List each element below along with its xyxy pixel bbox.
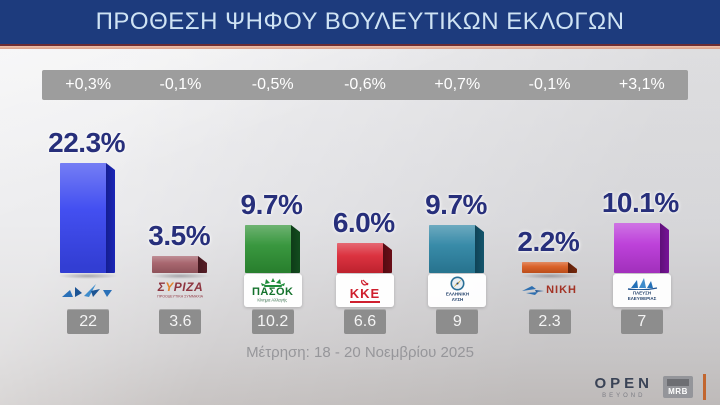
party-bar bbox=[152, 256, 208, 273]
orange-divider bbox=[703, 374, 706, 400]
party-column-nd: 22.3% 22 bbox=[42, 0, 134, 405]
syriza-logo: ΣΥΡΙΖΑ ΠΡΟΟΔΕΥΤΙΚΗ ΣΥΜΜΑΧΙΑ bbox=[144, 274, 216, 307]
measurement-date-text: Μέτρηση: 18 - 20 Νοεμβρίου 2025 bbox=[246, 344, 474, 361]
brand-block: OPEN BEYOND MRB bbox=[594, 373, 706, 401]
party-seats-box: 6.6 bbox=[343, 309, 386, 334]
bar-shadow bbox=[150, 273, 211, 279]
bar-front-face bbox=[336, 243, 383, 273]
bar-front-face bbox=[244, 225, 291, 273]
title-underline bbox=[0, 44, 720, 46]
niki-logo: ΝΙΚΗ bbox=[514, 274, 586, 307]
niki-logo-text: ΝΙΚΗ bbox=[546, 284, 577, 296]
bar-front-face bbox=[613, 223, 660, 273]
change-value: -0,1% bbox=[528, 76, 571, 93]
bar-side-face bbox=[198, 256, 208, 273]
open-logo-subtext: BEYOND bbox=[602, 392, 646, 399]
party-column-pasok: 9.7% ΠΑΣΟΚ Κίνημα Αλλαγής 10.2 bbox=[227, 0, 319, 405]
party-percent-label: 9.7% bbox=[240, 189, 303, 220]
open-tv-logo: OPEN BEYOND bbox=[594, 376, 653, 399]
pasok-logo-text: ΠΑΣΟΚ bbox=[251, 285, 294, 298]
bar-chart: 22.3% 22 3.5% bbox=[42, 0, 688, 405]
sailboat-icon bbox=[627, 277, 657, 290]
party-bar bbox=[613, 223, 669, 273]
bar-shadow bbox=[519, 273, 580, 279]
party-seats-box: 22 bbox=[67, 309, 110, 334]
bar-front-face bbox=[521, 262, 568, 273]
syriza-logo-subtext: ΠΡΟΟΔΕΥΤΙΚΗ ΣΥΜΜΑΧΙΑ bbox=[157, 295, 204, 299]
bar-side-face bbox=[106, 163, 116, 273]
party-percent-label: 10.1% bbox=[601, 187, 679, 218]
party-bar bbox=[429, 225, 485, 273]
elliniki-lysi-logo: ΕΛΛΗΝΙΚΗ ΛΥΣΗ bbox=[428, 274, 487, 307]
party-bar bbox=[244, 225, 300, 273]
party-percent-label: 9.7% bbox=[425, 189, 487, 220]
change-value: -0,6% bbox=[344, 76, 386, 93]
party-percent-label: 22.3% bbox=[48, 127, 126, 158]
wing-icon bbox=[522, 285, 545, 295]
bar-front-face bbox=[152, 256, 199, 273]
party-seats-box: 9 bbox=[436, 309, 479, 334]
bar-side-face bbox=[475, 225, 485, 273]
party-bar bbox=[60, 163, 116, 273]
party-column-elliniki-lysi: 9.7% ΕΛΛΗΝΙΚΗ ΛΥΣΗ 9 bbox=[411, 0, 503, 405]
mrb-logo-bar bbox=[667, 379, 689, 386]
bar-front-face bbox=[429, 225, 476, 273]
open-logo-text: OPEN bbox=[594, 374, 653, 392]
kke-logo-text: KKE bbox=[349, 285, 381, 303]
elliniki-lysi-logo-text: ΕΛΛΗΝΙΚΗ ΛΥΣΗ bbox=[445, 293, 469, 303]
hammer-sickle-icon bbox=[360, 279, 369, 285]
party-seats-box: 10.2 bbox=[251, 309, 294, 334]
bar-shadow bbox=[58, 273, 119, 279]
party-seats-box: 7 bbox=[620, 309, 663, 334]
pasok-logo-subtext: Κίνημα Αλλαγής bbox=[257, 298, 288, 303]
party-column-kke: 6.0% KKE 6.6 bbox=[319, 0, 411, 405]
change-value: -0,5% bbox=[251, 76, 294, 93]
party-bar bbox=[336, 243, 392, 273]
bar-side-face bbox=[290, 225, 300, 273]
title-accent-line bbox=[0, 46, 720, 49]
nd-logo bbox=[52, 274, 124, 307]
bar-side-face bbox=[382, 243, 392, 273]
party-percent-label: 6.0% bbox=[332, 207, 395, 238]
bar-side-face bbox=[659, 223, 669, 273]
change-band: +0,3% -0,1% -0,5% -0,6% +0,7% -0,1% +3,1… bbox=[42, 70, 688, 100]
title-bar: ΠΡΟΘΕΣΗ ΨΗΦΟΥ ΒΟΥΛΕΥΤΙΚΩΝ ΕΚΛΟΓΩΝ bbox=[0, 0, 720, 44]
kke-logo: KKE bbox=[335, 274, 394, 307]
page-title: ΠΡΟΘΕΣΗ ΨΗΦΟΥ ΒΟΥΛΕΥΤΙΚΩΝ ΕΚΛΟΓΩΝ bbox=[95, 8, 625, 35]
party-seats-box: 3.6 bbox=[159, 309, 202, 334]
party-column-plefsi: 10.1% ΠΛΕΥΣΗ ΕΛΕΥΘΕΡΙΑΣ 7 bbox=[596, 0, 688, 405]
mrb-logo-text: MRB bbox=[668, 387, 688, 396]
plefsi-logo-text: ΠΛΕΥΣΗ ΕΛΕΥΘΕΡΙΑΣ bbox=[627, 291, 657, 301]
bar-side-face bbox=[567, 262, 577, 273]
bar-front-face bbox=[60, 163, 107, 273]
party-bar bbox=[521, 262, 577, 273]
change-value: +3,1% bbox=[618, 76, 665, 93]
change-value: -0,1% bbox=[159, 76, 202, 93]
party-column-niki: 2.2% ΝΙΚΗ 2.3 bbox=[503, 0, 595, 405]
party-percent-label: 3.5% bbox=[148, 220, 211, 251]
change-value: +0,3% bbox=[65, 76, 112, 93]
syriza-logo-text: ΣΥΡΙΖΑ bbox=[157, 280, 204, 294]
party-seats-box: 2.3 bbox=[528, 309, 571, 334]
compass-icon bbox=[450, 276, 465, 291]
plefsi-logo: ΠΛΕΥΣΗ ΕΛΕΥΘΕΡΙΑΣ bbox=[612, 274, 671, 307]
change-value: +0,7% bbox=[434, 76, 481, 93]
pasok-logo: ΠΑΣΟΚ Κίνημα Αλλαγής bbox=[243, 274, 302, 307]
party-column-syriza: 3.5% ΣΥΡΙΖΑ ΠΡΟΟΔΕΥΤΙΚΗ ΣΥΜΜΑΧΙΑ 3.6 bbox=[134, 0, 226, 405]
party-percent-label: 2.2% bbox=[517, 226, 580, 257]
mrb-logo: MRB bbox=[663, 376, 693, 398]
